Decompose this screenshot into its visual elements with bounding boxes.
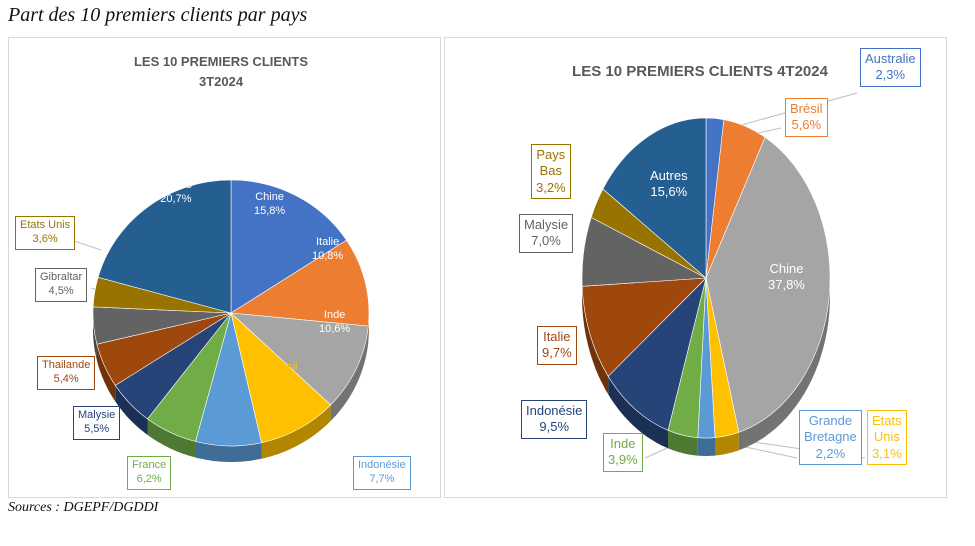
pie-slice-side-br-sil: [261, 405, 331, 459]
data-label-autres: Autres 20,7%: [155, 176, 197, 210]
data-label-name: Etats: [872, 413, 902, 428]
data-label-name: Inde: [610, 436, 636, 451]
data-label-value: 5,5%: [84, 422, 110, 435]
data-label-etats-unis: Etats Unis 3,1%: [867, 410, 907, 465]
data-label-australie: Australie 2,3%: [860, 48, 921, 87]
data-label-gibraltar: Gibraltar 4,5%: [35, 268, 88, 302]
data-label-value: 7,7%: [369, 472, 395, 485]
data-label-name: Bretagne: [804, 429, 857, 445]
chart-title: LES 10 PREMIERS CLIENTS: [134, 54, 308, 69]
chart-subtitle: 3T2024: [199, 74, 244, 89]
data-label-name: Brésil: [790, 101, 823, 116]
data-label-name: Australie: [865, 51, 916, 66]
data-label-value: 9,5%: [539, 419, 570, 435]
data-label-br-sil: Brésil 9,3%: [265, 358, 303, 392]
data-label-italie: Italie 10,8%: [307, 233, 348, 267]
pie-slice-side-inde: [330, 326, 369, 421]
data-label-malysie: Malysie 7,0%: [519, 214, 574, 253]
pie-slice-side-inde: [668, 430, 698, 456]
data-label-inde: Inde 10,6%: [314, 306, 355, 340]
pie-slice-side-malysie: [115, 385, 148, 435]
data-label-value: 15,6%: [650, 184, 688, 200]
data-label-value: 10,6%: [319, 322, 351, 335]
data-label-name: Chine: [769, 261, 804, 276]
data-label-france: France 6,2%: [127, 456, 172, 490]
data-label-name: Inde: [323, 309, 346, 321]
data-label-indon-sie: Indonésie 9,5%: [521, 400, 588, 439]
pie-slice-chine: [705, 136, 831, 433]
data-label-value: 10,8%: [312, 249, 344, 262]
data-label-name: Indonésie: [358, 459, 406, 471]
pie-slice-side-italie: [582, 286, 609, 395]
data-label-name: Thailande: [42, 359, 91, 371]
pie-slice-italie: [230, 239, 370, 327]
data-label-value: 9,3%: [271, 374, 297, 387]
data-label-value: 3,9%: [608, 452, 638, 468]
chart-title: LES 10 PREMIERS CLIENTS 4T2024: [572, 63, 829, 80]
data-label-name: Grande: [808, 413, 853, 428]
data-label-indon-sie: Indonésie 7,7%: [353, 456, 411, 490]
pie-slice-side-etats-unis: [715, 432, 739, 456]
pie-slice-br-sil: [230, 312, 332, 444]
data-label-italie: Italie 9,7%: [537, 326, 577, 365]
data-label-name: Gibraltar: [40, 271, 83, 283]
pie-chart-4t2024: LES 10 PREMIERS CLIENTS 4T2024: [572, 63, 866, 459]
data-label-name: Pays: [536, 147, 566, 162]
data-label-value: 2,2%: [815, 445, 846, 461]
data-label-name: France: [132, 459, 167, 471]
data-label-thailande: Thailande 5,4%: [37, 356, 96, 390]
data-label-autres: Autres 15,6%: [645, 165, 693, 204]
data-label-etats-unis: Etats Unis 3,6%: [15, 216, 76, 250]
data-label-value: 5,6%: [791, 117, 822, 133]
data-label-inde: Inde 3,9%: [603, 433, 643, 472]
data-label-value: 4,5%: [48, 284, 74, 297]
data-label-name: Malysie: [78, 409, 116, 421]
data-label-pays-bas: Pays Bas 3,2%: [531, 144, 571, 199]
chart-panel-4t2024: LES 10 PREMIERS CLIENTS 4T2024 Australie…: [444, 37, 947, 498]
pie-slice-autres: [602, 117, 707, 279]
data-label-name: Brésil: [270, 361, 298, 373]
data-label-malysie: Malysie 5,5%: [73, 406, 121, 440]
pie-slice-chine: [230, 179, 347, 314]
pie-chart-3t2024: LES 10 PREMIERS CLIENTS 3T2024: [70, 54, 370, 462]
data-label-br-sil: Brésil 5,6%: [785, 98, 828, 137]
data-label-name: Italie: [315, 236, 340, 248]
data-label-value: 3,6%: [32, 232, 58, 245]
chart-panel-3t2024: LES 10 PREMIERS CLIENTS 3T2024 Chine 15,8…: [8, 37, 441, 498]
pie-slice-italie: [581, 277, 707, 377]
data-label-value: 3,2%: [536, 179, 566, 195]
data-label-name: Autres: [160, 179, 192, 191]
pie-slice-indon-sie: [607, 277, 707, 431]
pie-slice-side-indon-sie: [195, 441, 262, 462]
data-label-value: 6,2%: [136, 472, 162, 485]
pie-slice-side-france: [147, 418, 196, 458]
pie-slice-autres: [97, 179, 232, 314]
data-label-value: 15,8%: [254, 204, 286, 217]
data-label-value: 20,7%: [160, 192, 192, 205]
pie-slice-side-chine: [738, 278, 830, 451]
data-label-value: 7,0%: [531, 233, 561, 249]
data-label-name: Autres: [650, 168, 688, 183]
sources-note: Sources : DGEPF/DGDDI: [8, 500, 159, 515]
pie-slice-side-thailande: [96, 344, 116, 402]
data-label-chine: Chine 15,8%: [249, 188, 290, 222]
data-label-name: Italie: [543, 329, 571, 344]
data-label-name: Chine: [255, 191, 284, 203]
data-label-name: Indonésie: [526, 403, 583, 418]
data-label-value: 9,7%: [542, 345, 572, 361]
data-label-name: Unis: [873, 429, 900, 445]
pie-slice-side-grande-bretagne: [697, 437, 715, 456]
data-label-value: 37,8%: [768, 277, 805, 293]
leader-line: [70, 239, 102, 251]
data-label-value: 2,3%: [875, 67, 906, 83]
page-heading: Part des 10 premiers clients par pays: [8, 4, 308, 26]
data-label-name: Bas: [539, 163, 563, 179]
data-label-name: Malysie: [524, 217, 569, 232]
data-label-name: Etats Unis: [20, 219, 71, 231]
data-label-grande-bretagne: Grande Bretagne 2,2%: [799, 410, 862, 465]
data-label-chine: Chine 37,8%: [763, 258, 810, 297]
pie-slice-inde: [230, 312, 369, 406]
data-label-value: 5,4%: [53, 372, 79, 385]
data-label-value: 3,1%: [872, 445, 902, 461]
